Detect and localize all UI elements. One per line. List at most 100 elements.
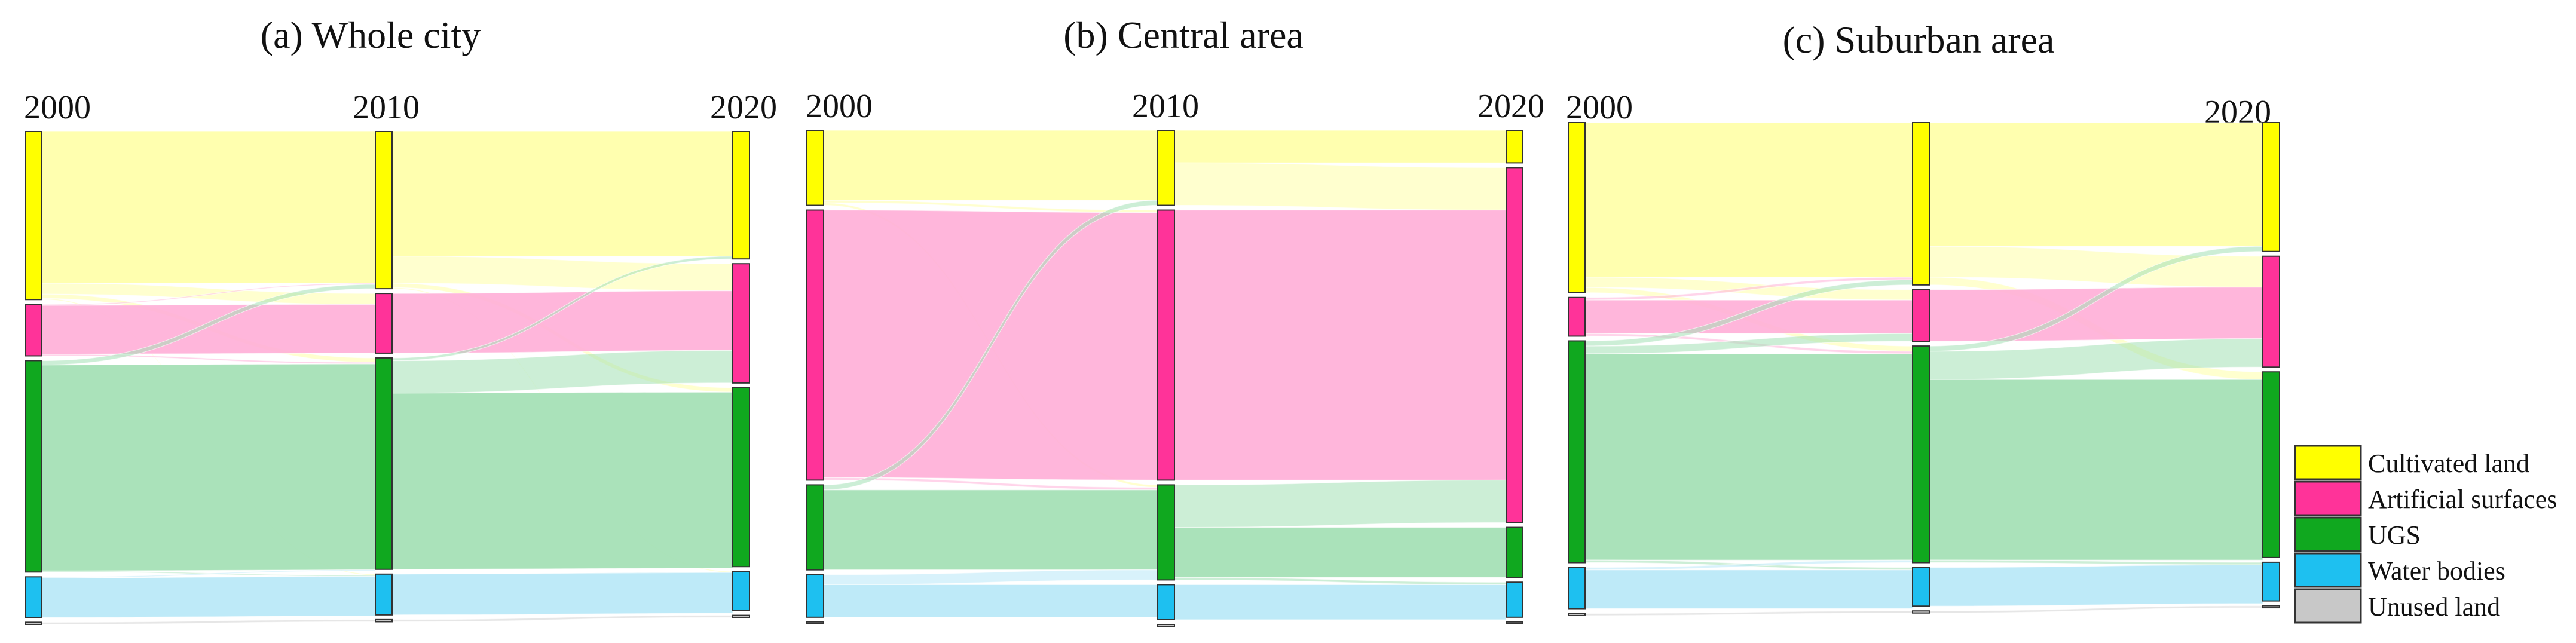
flow-2000-unused-to-2010-unused (1584, 610, 1913, 616)
year-label-2010: 2010 (353, 89, 420, 126)
node-2000-water (25, 576, 42, 618)
node-layer (1568, 122, 2280, 617)
legend-label: Cultivated land (2368, 449, 2529, 478)
flow-layer (823, 130, 1507, 620)
node-2010-water (375, 573, 393, 616)
panel-title: (b) Central area (1063, 14, 1304, 56)
flow-2010-cultivated-to-2020-cultivated (1174, 130, 1507, 163)
node-2010-artificial (1157, 209, 1175, 481)
node-2020-unused (1506, 621, 1523, 624)
legend-label: UGS (2368, 520, 2421, 550)
node-layer (806, 130, 1523, 627)
node-2020-artificial (732, 263, 750, 384)
flow-2010-unused-to-2020-unused (1929, 605, 2263, 614)
flow-2010-ugs-to-2020-ugs (1174, 526, 1507, 578)
flow-2000-ugs-to-2010-ugs (41, 363, 376, 572)
flow-2000-cultivated-to-2010-cultivated (823, 130, 1158, 201)
flow-2000-water-to-2010-water (1584, 569, 1913, 610)
flow-2010-ugs-to-2020-artificial (1174, 479, 1507, 528)
flow-2010-ugs-to-2020-ugs (391, 391, 733, 570)
node-2010-cultivated (375, 131, 393, 290)
sankey-panel-whole-city: (a) Whole city 2000 2010 2020 (24, 14, 777, 626)
flow-2000-ugs-to-2010-ugs (1584, 353, 1913, 561)
year-label-2000: 2000 (24, 89, 91, 126)
node-2000-ugs (25, 360, 42, 573)
sankey-panel-central-area: (b) Central area 2000 2010 2020 (806, 14, 1544, 627)
node-2000-water (806, 574, 824, 618)
flow-2000-artificial-to-2010-artificial (41, 304, 376, 355)
node-2010-water (1912, 567, 1930, 607)
flow-2000-artificial-to-2010-artificial (1584, 299, 1913, 334)
year-label-2000: 2000 (1566, 89, 1633, 126)
flow-2010-cultivated-to-2020-cultivated (1929, 122, 2263, 247)
legend-label: Unused land (2368, 592, 2500, 621)
year-label-2010: 2010 (1132, 88, 1199, 125)
legend-swatch (2294, 516, 2362, 552)
node-2000-water (1568, 567, 1586, 610)
node-2010-unused (375, 618, 393, 623)
node-2000-artificial (25, 304, 42, 357)
flow-layer (1584, 122, 2263, 616)
node-2020-artificial (2262, 255, 2280, 368)
node-2020-ugs (2262, 371, 2280, 558)
node-2010-unused (1157, 624, 1175, 627)
node-2020-water (1506, 581, 1523, 618)
flow-2000-water-to-2010-ugs (823, 569, 1158, 586)
node-2020-cultivated (1506, 130, 1523, 164)
node-2000-cultivated (25, 131, 42, 301)
flow-2010-artificial-to-2020-artificial (1929, 286, 2263, 342)
node-2010-ugs (1157, 484, 1175, 581)
node-2000-cultivated (1568, 122, 1586, 293)
node-2010-water (1157, 584, 1175, 621)
flow-2010-ugs-to-2020-water (1929, 559, 2263, 565)
node-2020-cultivated (732, 131, 750, 260)
node-2020-artificial (1506, 167, 1523, 523)
node-2020-ugs (732, 387, 750, 568)
node-2010-cultivated (1157, 130, 1175, 206)
flow-2010-cultivated-to-2020-artificial (1174, 162, 1507, 211)
flow-2000-water-to-2010-water (41, 575, 376, 618)
node-2000-unused (25, 621, 42, 626)
node-2000-artificial (1568, 296, 1586, 337)
legend-swatch (2294, 588, 2362, 624)
node-2020-ugs (1506, 526, 1523, 578)
node-2010-artificial (375, 293, 393, 354)
legend-item-cultivated-land: Cultivated land (2294, 445, 2529, 480)
node-2010-unused (1912, 610, 1930, 614)
flow-2010-water-to-2020-water (391, 572, 733, 616)
legend: Cultivated land Artificial surfaces UGS … (2294, 445, 2557, 624)
node-2010-artificial (1912, 289, 1930, 342)
node-2010-ugs (375, 357, 393, 570)
legend-swatch (2294, 480, 2362, 516)
flow-2010-cultivated-to-2020-cultivated (391, 131, 733, 257)
flow-2010-ugs-to-2020-ugs (1929, 379, 2263, 561)
panel-title: (a) Whole city (261, 14, 481, 56)
sankey-panel-suburban-area: (c) Suburban area 2000 2020 (1566, 19, 2280, 617)
legend-label: Artificial surfaces (2368, 485, 2557, 514)
node-2000-artificial (806, 209, 824, 481)
node-2000-cultivated (806, 130, 824, 206)
node-2020-unused (2262, 605, 2280, 609)
year-label-2000: 2000 (806, 88, 873, 125)
legend-label: Water bodies (2368, 556, 2505, 586)
flow-2010-artificial-to-2020-artificial (391, 290, 733, 354)
legend-swatch (2294, 552, 2362, 588)
flow-2010-water-to-2020-water (1174, 584, 1507, 620)
flow-2000-cultivated-to-2010-cultivated (41, 131, 376, 284)
node-2020-unused (732, 614, 750, 618)
node-2020-water (732, 571, 750, 611)
flow-2010-ugs-to-2020-water (1174, 577, 1507, 586)
legend-item-water-bodies: Water bodies (2294, 552, 2505, 588)
node-2020-cultivated (2262, 122, 2280, 252)
node-layer (25, 131, 750, 626)
node-2020-water (2262, 561, 2280, 602)
legend-item-unused-land: Unused land (2294, 588, 2500, 624)
node-2010-cultivated (1912, 122, 1930, 286)
node-2000-unused (806, 621, 824, 624)
flow-2010-unused-to-2020-unused (391, 614, 733, 623)
flow-2010-water-to-2020-water (1929, 564, 2263, 607)
flow-2000-ugs-to-2010-ugs (823, 489, 1158, 571)
node-2000-ugs (806, 484, 824, 571)
node-2000-ugs (1568, 340, 1586, 564)
